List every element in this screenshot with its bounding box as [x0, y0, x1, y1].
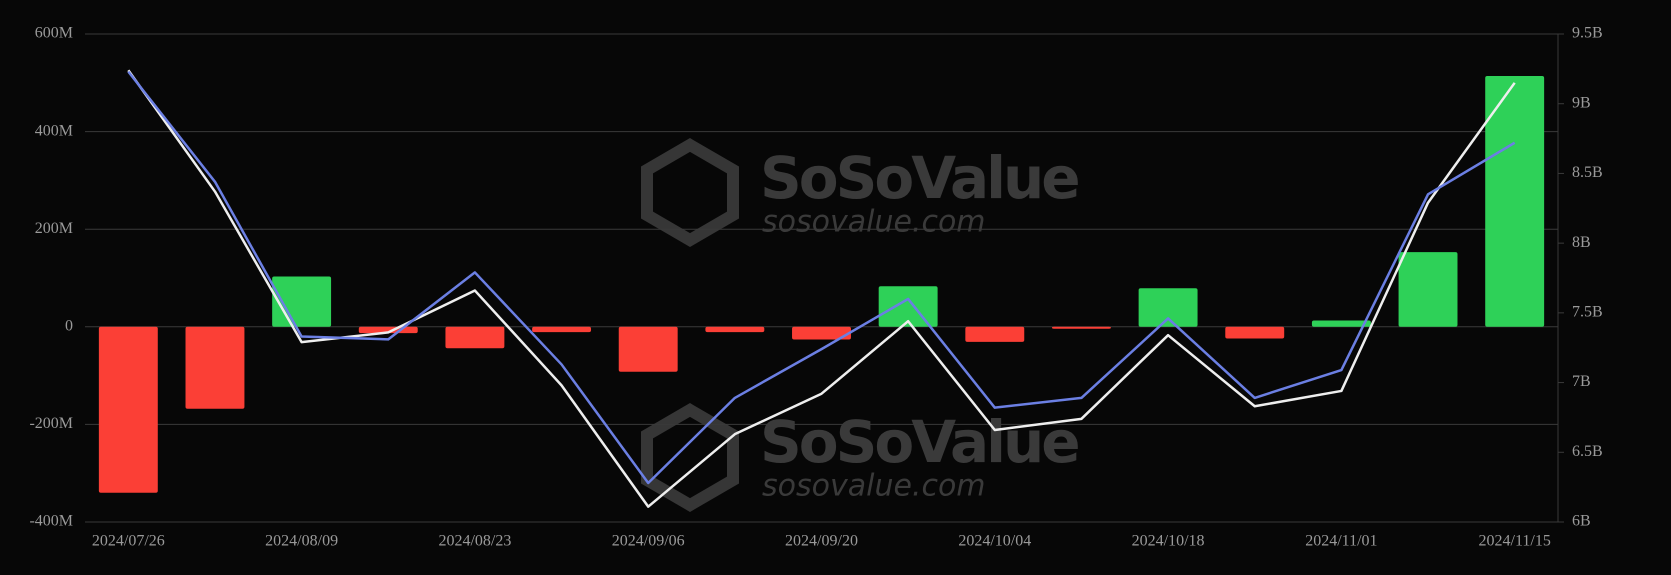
bar — [965, 326, 1025, 342]
y2-tick-label: 6B — [1572, 513, 1591, 530]
watermark-brand: SoSoValue — [760, 144, 1078, 212]
line — [127, 69, 1516, 508]
bar — [705, 326, 765, 333]
y2-tick-label: 7.5B — [1572, 304, 1603, 321]
y2-tick-label: 8B — [1572, 234, 1591, 251]
bar — [98, 326, 158, 493]
y2-tick-label: 6.5B — [1572, 443, 1603, 460]
watermark: SoSoValue sosovalue.com SoSoValue sosova… — [641, 138, 1081, 512]
x-tick-label: 2024/08/23 — [438, 533, 511, 550]
watermark-url: sosovalue.com — [762, 469, 986, 504]
x-tick-label: 2024/09/20 — [785, 533, 858, 550]
y-tick-label: 200M — [35, 220, 73, 237]
x-tick-label: 2024/11/01 — [1305, 533, 1377, 550]
y2-tick-label: 9B — [1572, 94, 1591, 111]
watermark-url: sosovalue.com — [762, 205, 986, 240]
watermark-logo — [641, 138, 739, 247]
x-tick-label: 2024/09/06 — [612, 533, 685, 550]
bar — [1311, 320, 1371, 327]
y2-tick-label: 7B — [1572, 373, 1591, 390]
y-tick-label: 0 — [65, 317, 73, 334]
bar — [1138, 288, 1198, 327]
x-tick-label: 2024/10/04 — [958, 533, 1031, 550]
y-tick-label: 400M — [35, 122, 73, 139]
watermark-brand: SoSoValue — [760, 408, 1078, 476]
y-tick-label: 600M — [35, 25, 73, 42]
bar — [792, 326, 851, 340]
bar — [1051, 326, 1111, 329]
bar — [618, 326, 678, 372]
bar — [1485, 75, 1545, 327]
x-tick-label: 2024/11/15 — [1479, 533, 1551, 550]
bar — [1398, 252, 1458, 327]
y2-tick-label: 8.5B — [1572, 164, 1603, 181]
bar — [1225, 326, 1285, 339]
bar — [532, 326, 592, 333]
y-tick-label: -400M — [29, 513, 73, 530]
bar — [445, 326, 505, 349]
line — [127, 70, 1516, 485]
y2-tick-label: 9.5B — [1572, 25, 1603, 42]
x-tick-label: 2024/10/18 — [1132, 533, 1205, 550]
y-tick-label: -200M — [29, 415, 73, 432]
x-tick-label: 2024/07/26 — [92, 533, 165, 550]
x-tick-label: 2024/08/09 — [265, 533, 338, 550]
bar — [185, 326, 245, 409]
